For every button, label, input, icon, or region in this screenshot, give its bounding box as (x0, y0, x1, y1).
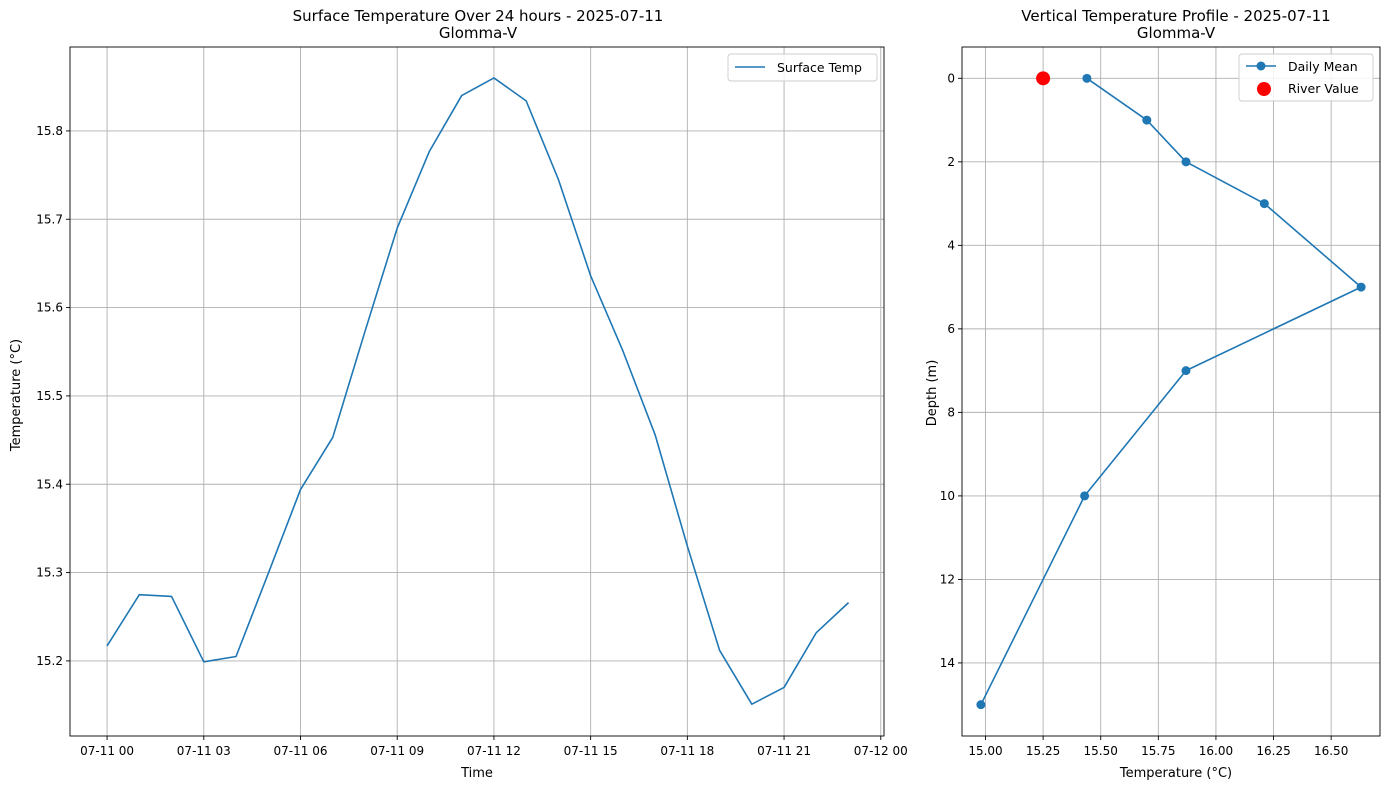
left-plot-area: 07-11 00 07-11 03 07-11 06 07-11 09 07-11 12… (36, 46, 908, 758)
left-x-tick-label: 07-12 00 (854, 744, 908, 758)
left-x-tick-label: 07-11 00 (80, 744, 134, 758)
daily-mean-line (980, 77, 1362, 706)
right-x-tick-label: 16.50 (1314, 744, 1348, 758)
right-x-tick-label: 15.00 (968, 744, 1002, 758)
left-legend: Surface Temp (727, 53, 878, 82)
right-y-tick-label: 0 (947, 71, 955, 85)
right-legend-marker-swatch (1256, 61, 1266, 71)
daily-mean-point (1259, 199, 1269, 209)
right-legend-label-river-value: River Value (1288, 81, 1359, 96)
right-x-tick-label: 15.75 (1141, 744, 1175, 758)
surface-temp-line (106, 77, 850, 706)
left-legend-box (727, 53, 878, 82)
daily-mean-point (1181, 366, 1191, 376)
left-x-tick-label: 07-11 09 (370, 744, 424, 758)
left-y-tick-label: 15.7 (36, 212, 63, 226)
daily-mean-point (1181, 157, 1191, 167)
river-value-point (1036, 71, 1051, 86)
daily-mean-point (1082, 73, 1092, 83)
right-x-axis-label: Temperature (°C) (1119, 766, 1232, 781)
left-y-tick-label: 15.4 (36, 477, 63, 491)
right-y-tick-label: 4 (947, 238, 955, 252)
right-y-tick-label: 8 (947, 405, 955, 419)
left-x-tick-label: 07-11 21 (757, 744, 811, 758)
right-y-tick-label: 10 (940, 489, 955, 503)
right-y-tick-label: 14 (940, 656, 955, 670)
left-x-tick-label: 07-11 06 (274, 744, 328, 758)
left-plot-frame (69, 46, 885, 737)
left-chart-title: Surface Temperature Over 24 hours - 2025… (293, 7, 664, 25)
right-x-tick-label: 15.25 (1026, 744, 1060, 758)
right-y-tick-label: 6 (947, 322, 955, 336)
daily-mean-point (1356, 282, 1366, 292)
daily-mean-point (1080, 491, 1090, 501)
right-legend-river-swatch (1257, 82, 1271, 96)
right-legend: Daily Mean River Value (1238, 53, 1374, 102)
left-x-tick-label: 07-11 18 (660, 744, 714, 758)
left-y-tick-label: 15.3 (36, 566, 63, 580)
daily-mean-point (976, 700, 986, 710)
right-legend-label-daily-mean: Daily Mean (1288, 59, 1358, 74)
left-y-tick-label: 15.6 (36, 301, 63, 315)
left-x-axis-label: Time (460, 766, 493, 781)
left-x-tick-label: 07-11 12 (467, 744, 521, 758)
left-y-tick-label: 15.8 (36, 124, 63, 138)
right-chart-subtitle: Glomma-V (1137, 24, 1216, 42)
left-legend-label: Surface Temp (777, 60, 862, 75)
right-chart-title: Vertical Temperature Profile - 2025-07-1… (1021, 7, 1330, 25)
left-y-tick-label: 15.5 (36, 389, 63, 403)
right-y-tick-label: 2 (947, 155, 955, 169)
left-y-tick-label: 15.2 (36, 654, 63, 668)
right-y-axis-label: Depth (m) (925, 360, 940, 427)
left-x-tick-label: 07-11 15 (564, 744, 618, 758)
left-y-axis-label: Temperature (°C) (9, 339, 24, 452)
right-plot-area: 15.00 15.25 15.50 15.75 16.00 16.25 16.50 0 2 4 6 8… (940, 46, 1381, 758)
right-x-tick-label: 16.25 (1256, 744, 1290, 758)
right-y-tick-label: 12 (940, 572, 955, 586)
right-x-tick-label: 15.50 (1084, 744, 1118, 758)
left-x-tick-label: 07-11 03 (177, 744, 231, 758)
daily-mean-point (1142, 115, 1152, 125)
left-chart-subtitle: Glomma-V (439, 24, 518, 42)
right-x-tick-label: 16.00 (1199, 744, 1233, 758)
right-plot-frame (961, 46, 1381, 737)
